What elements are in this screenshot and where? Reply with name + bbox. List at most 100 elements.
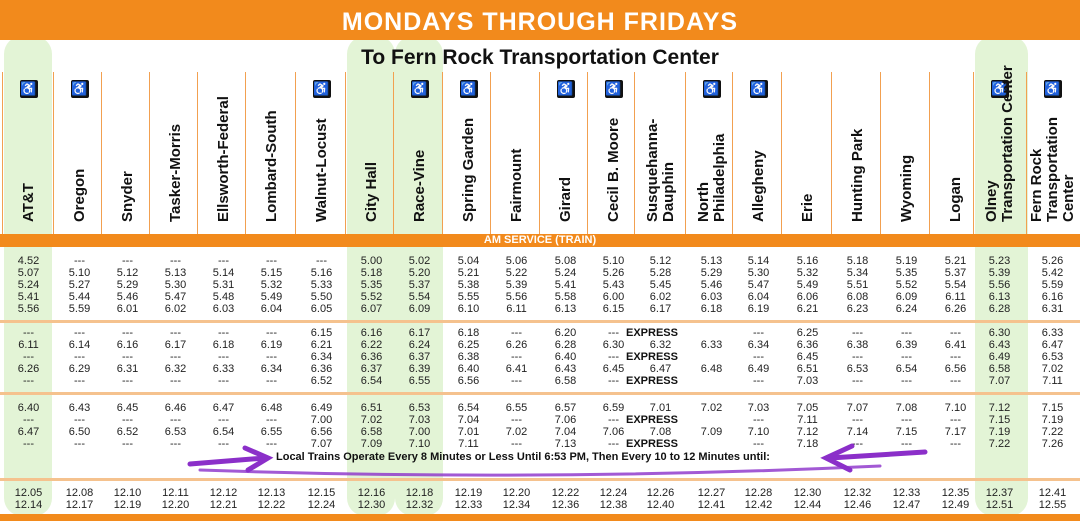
time-cell: ---: [266, 438, 277, 450]
wheelchair-icon: ♿: [459, 80, 478, 98]
time-cell: 6.58: [554, 375, 577, 387]
time-cell: 6.49: [988, 351, 1011, 363]
time-cell: 6.40: [554, 351, 577, 363]
time-cell: 6.52: [116, 426, 139, 438]
direction-heading: To Fern Rock Transportation Center: [361, 46, 719, 69]
column-divider: [345, 72, 346, 234]
column-divider: [973, 72, 974, 234]
time-cell: 6.15: [310, 327, 333, 339]
block-separator: [0, 320, 1080, 323]
express-label: EXPRESS: [626, 375, 678, 387]
time-cell: 5.46: [700, 279, 723, 291]
time-cell: 12.35: [941, 487, 970, 499]
time-cell: 5.34: [846, 267, 869, 279]
time-cell: 6.24: [895, 303, 918, 315]
station-header: ♿ Fern Rock Transportation Center: [1028, 72, 1077, 234]
wheelchair-icon: ♿: [1043, 80, 1062, 98]
column-divider: [929, 72, 930, 234]
time-cell: 5.55: [457, 291, 480, 303]
time-cell: 12.42: [744, 499, 773, 511]
time-cell: 5.16: [310, 267, 333, 279]
time-cell: 6.56: [310, 426, 333, 438]
time-cell: 12.51: [985, 499, 1014, 511]
time-cell: 12.30: [793, 487, 822, 499]
time-cell: 12.08: [65, 487, 94, 499]
time-cell: 6.37: [408, 351, 431, 363]
time-cell: ---: [511, 351, 522, 363]
time-cell: 6.01: [116, 303, 139, 315]
time-cell: ---: [608, 327, 619, 339]
time-cell: ---: [74, 351, 85, 363]
time-cell: 6.47: [17, 426, 40, 438]
time-cell: ---: [218, 375, 229, 387]
time-cell: 12.15: [307, 487, 336, 499]
time-cell: 6.36: [360, 351, 383, 363]
column-highlight: [4, 36, 52, 516]
station-header: ♿ Walnut-Locust: [297, 72, 346, 234]
time-cell: 7.08: [649, 426, 672, 438]
time-cell: 5.43: [602, 279, 625, 291]
time-cell: 6.31: [1041, 303, 1064, 315]
time-cell: ---: [218, 414, 229, 426]
time-cell: 5.52: [360, 291, 383, 303]
time-cell: 5.50: [310, 291, 333, 303]
time-cell: 7.13: [554, 438, 577, 450]
time-cell: 7.07: [846, 402, 869, 414]
time-cell: ---: [901, 438, 912, 450]
time-cell: ---: [852, 351, 863, 363]
time-cell: 5.35: [360, 279, 383, 291]
time-cell: 6.48: [260, 402, 283, 414]
time-cell: 6.30: [602, 339, 625, 351]
time-cell: 6.04: [747, 291, 770, 303]
time-cell: 6.57: [554, 402, 577, 414]
time-cell: 5.19: [895, 255, 918, 267]
column-divider: [732, 72, 733, 234]
time-cell: ---: [170, 327, 181, 339]
left-arrow-shaft: [187, 455, 268, 467]
time-cell: 6.10: [457, 303, 480, 315]
time-cell: 5.45: [649, 279, 672, 291]
time-cell: 7.01: [649, 402, 672, 414]
time-cell: ---: [511, 327, 522, 339]
time-cell: 6.18: [700, 303, 723, 315]
time-cell: 6.11: [945, 291, 966, 303]
wheelchair-icon: ♿: [604, 80, 623, 98]
time-cell: 6.09: [895, 291, 918, 303]
time-cell: ---: [23, 375, 34, 387]
underline-stroke: [198, 464, 882, 477]
column-highlight: [347, 36, 395, 516]
block-separator: [0, 478, 1080, 481]
time-cell: 6.53: [164, 426, 187, 438]
column-divider: [245, 72, 246, 234]
column-divider: [490, 72, 491, 234]
time-cell: 5.52: [895, 279, 918, 291]
time-cell: 6.41: [944, 339, 967, 351]
time-cell: ---: [23, 351, 34, 363]
time-cell: 7.07: [988, 375, 1011, 387]
time-cell: 5.59: [1041, 279, 1064, 291]
time-cell: 6.41: [505, 363, 528, 375]
time-cell: 6.13: [554, 303, 577, 315]
time-cell: 12.05: [14, 487, 43, 499]
time-cell: 6.47: [649, 363, 672, 375]
time-cell: 5.29: [700, 267, 723, 279]
time-cell: 6.17: [408, 327, 431, 339]
time-cell: 6.19: [260, 339, 283, 351]
time-cell: 12.33: [892, 487, 921, 499]
time-cell: 12.20: [502, 487, 531, 499]
column-highlight: [395, 36, 443, 516]
time-cell: 5.22: [505, 267, 528, 279]
time-cell: 5.04: [457, 255, 480, 267]
station-header: ♿ Olney Transportation Center: [975, 65, 1024, 234]
time-cell: 5.41: [17, 291, 40, 303]
time-cell: 6.32: [649, 339, 672, 351]
time-cell: 7.12: [988, 402, 1011, 414]
column-divider: [393, 72, 394, 234]
time-cell: 6.33: [1041, 327, 1064, 339]
time-cell: 5.44: [68, 291, 91, 303]
time-cell: ---: [950, 414, 961, 426]
column-divider: [101, 72, 102, 234]
time-cell: 12.41: [1038, 487, 1067, 499]
time-cell: ---: [122, 414, 133, 426]
time-cell: 7.00: [408, 426, 431, 438]
